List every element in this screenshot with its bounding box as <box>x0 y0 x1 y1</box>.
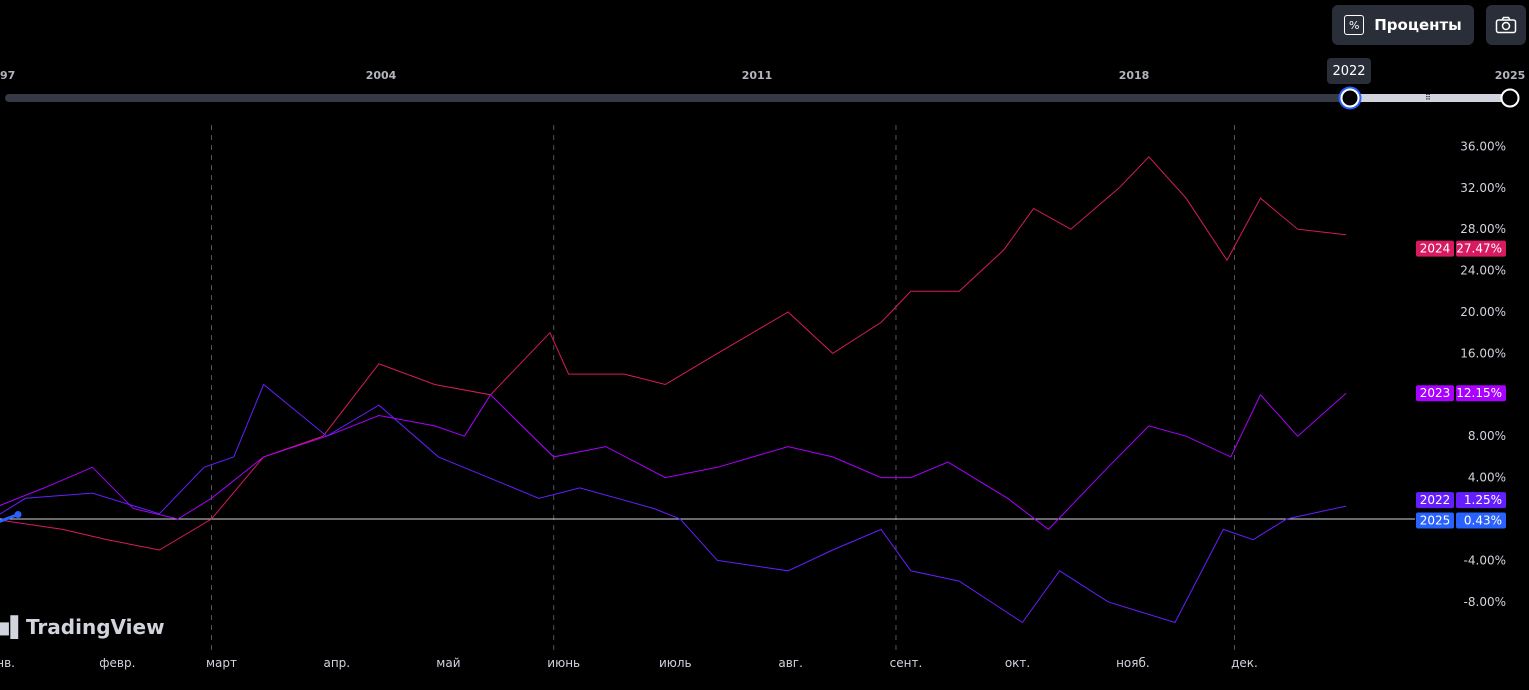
badge-year-bg <box>1416 492 1454 509</box>
y-tick-label: 20.00% <box>1460 305 1506 319</box>
badge-year-bg <box>1416 512 1454 529</box>
range-end-handle[interactable] <box>1500 88 1520 108</box>
series-badge-2022: 2022 1.25% <box>1416 492 1506 509</box>
camera-icon <box>1495 16 1517 34</box>
badge-value-bg <box>1456 492 1506 509</box>
x-tick-label: нояб. <box>1116 656 1150 670</box>
x-tick-label: сент. <box>890 656 923 670</box>
year-range-track[interactable] <box>5 94 1510 102</box>
y-tick-label: 28.00% <box>1460 222 1506 236</box>
badge-year: 2025 <box>1420 514 1451 528</box>
badge-value-bg <box>1456 512 1506 529</box>
drag-grip-icon[interactable]: ⠿ <box>1425 93 1431 102</box>
badge-year-bg <box>1416 240 1454 257</box>
series-badge-2024: 2024 27.47% <box>1416 240 1506 257</box>
year-range-selection[interactable] <box>1350 94 1510 102</box>
year-label: 2004 <box>365 69 397 82</box>
badge-value: 1.25% <box>1464 493 1502 507</box>
year-label: 2025 <box>1494 69 1526 82</box>
x-tick-label: март <box>206 656 237 670</box>
x-tick-label: июль <box>659 656 692 670</box>
badge-value-bg <box>1456 240 1506 257</box>
tradingview-logo: ◼▌TradingView <box>0 615 165 639</box>
x-tick-label: окт. <box>1005 656 1030 670</box>
series-line-2023 <box>0 392 1347 531</box>
badge-year: 2022 <box>1420 493 1451 507</box>
badge-year-bg <box>1416 385 1454 402</box>
badge-value-bg <box>1456 385 1506 402</box>
x-tick-label: авг. <box>778 656 803 670</box>
range-start-tooltip: 2022 <box>1327 58 1371 84</box>
year-label: 2011 <box>741 69 773 82</box>
series-badge-2023: 2023 12.15% <box>1416 385 1506 402</box>
y-tick-label: 8.00% <box>1468 429 1506 443</box>
y-tick-label: 32.00% <box>1460 181 1506 195</box>
badge-value: 12.15% <box>1456 386 1502 400</box>
percent-icon: % <box>1344 15 1365 35</box>
screenshot-button[interactable] <box>1486 5 1526 45</box>
y-tick-label: 36.00% <box>1460 139 1506 153</box>
x-tick-label: май <box>436 656 460 670</box>
year-label: 2018 <box>1118 69 1150 82</box>
last-point-marker <box>14 511 22 519</box>
badge-year: 2024 <box>1420 242 1451 256</box>
badge-value: 0.43% <box>1464 514 1502 528</box>
percent-label: Проценты <box>1374 16 1462 34</box>
series-line-2025 <box>0 513 19 523</box>
series-line-2024 <box>0 156 1347 551</box>
y-tick-label: 16.00% <box>1460 346 1506 360</box>
series-line-2022 <box>0 383 1347 624</box>
y-tick-label: 4.00% <box>1468 471 1506 485</box>
percent-button[interactable]: % Проценты <box>1332 5 1474 45</box>
x-tick-label: февр. <box>99 656 135 670</box>
y-tick-label: 24.00% <box>1460 264 1506 278</box>
x-tick-label: янв. <box>0 656 15 670</box>
y-tick-label: -4.00% <box>1464 553 1506 567</box>
range-start-handle[interactable] <box>1340 88 1360 108</box>
badge-value: 27.47% <box>1456 242 1502 256</box>
x-tick-label: апр. <box>323 656 350 670</box>
x-tick-label: дек. <box>1231 656 1258 670</box>
year-label: 1997 <box>0 69 16 82</box>
series-badge-2025: 2025 0.43% <box>1416 512 1506 529</box>
badge-year: 2023 <box>1420 386 1451 400</box>
x-tick-label: июнь <box>547 656 580 670</box>
y-tick-label: -8.00% <box>1464 595 1506 609</box>
